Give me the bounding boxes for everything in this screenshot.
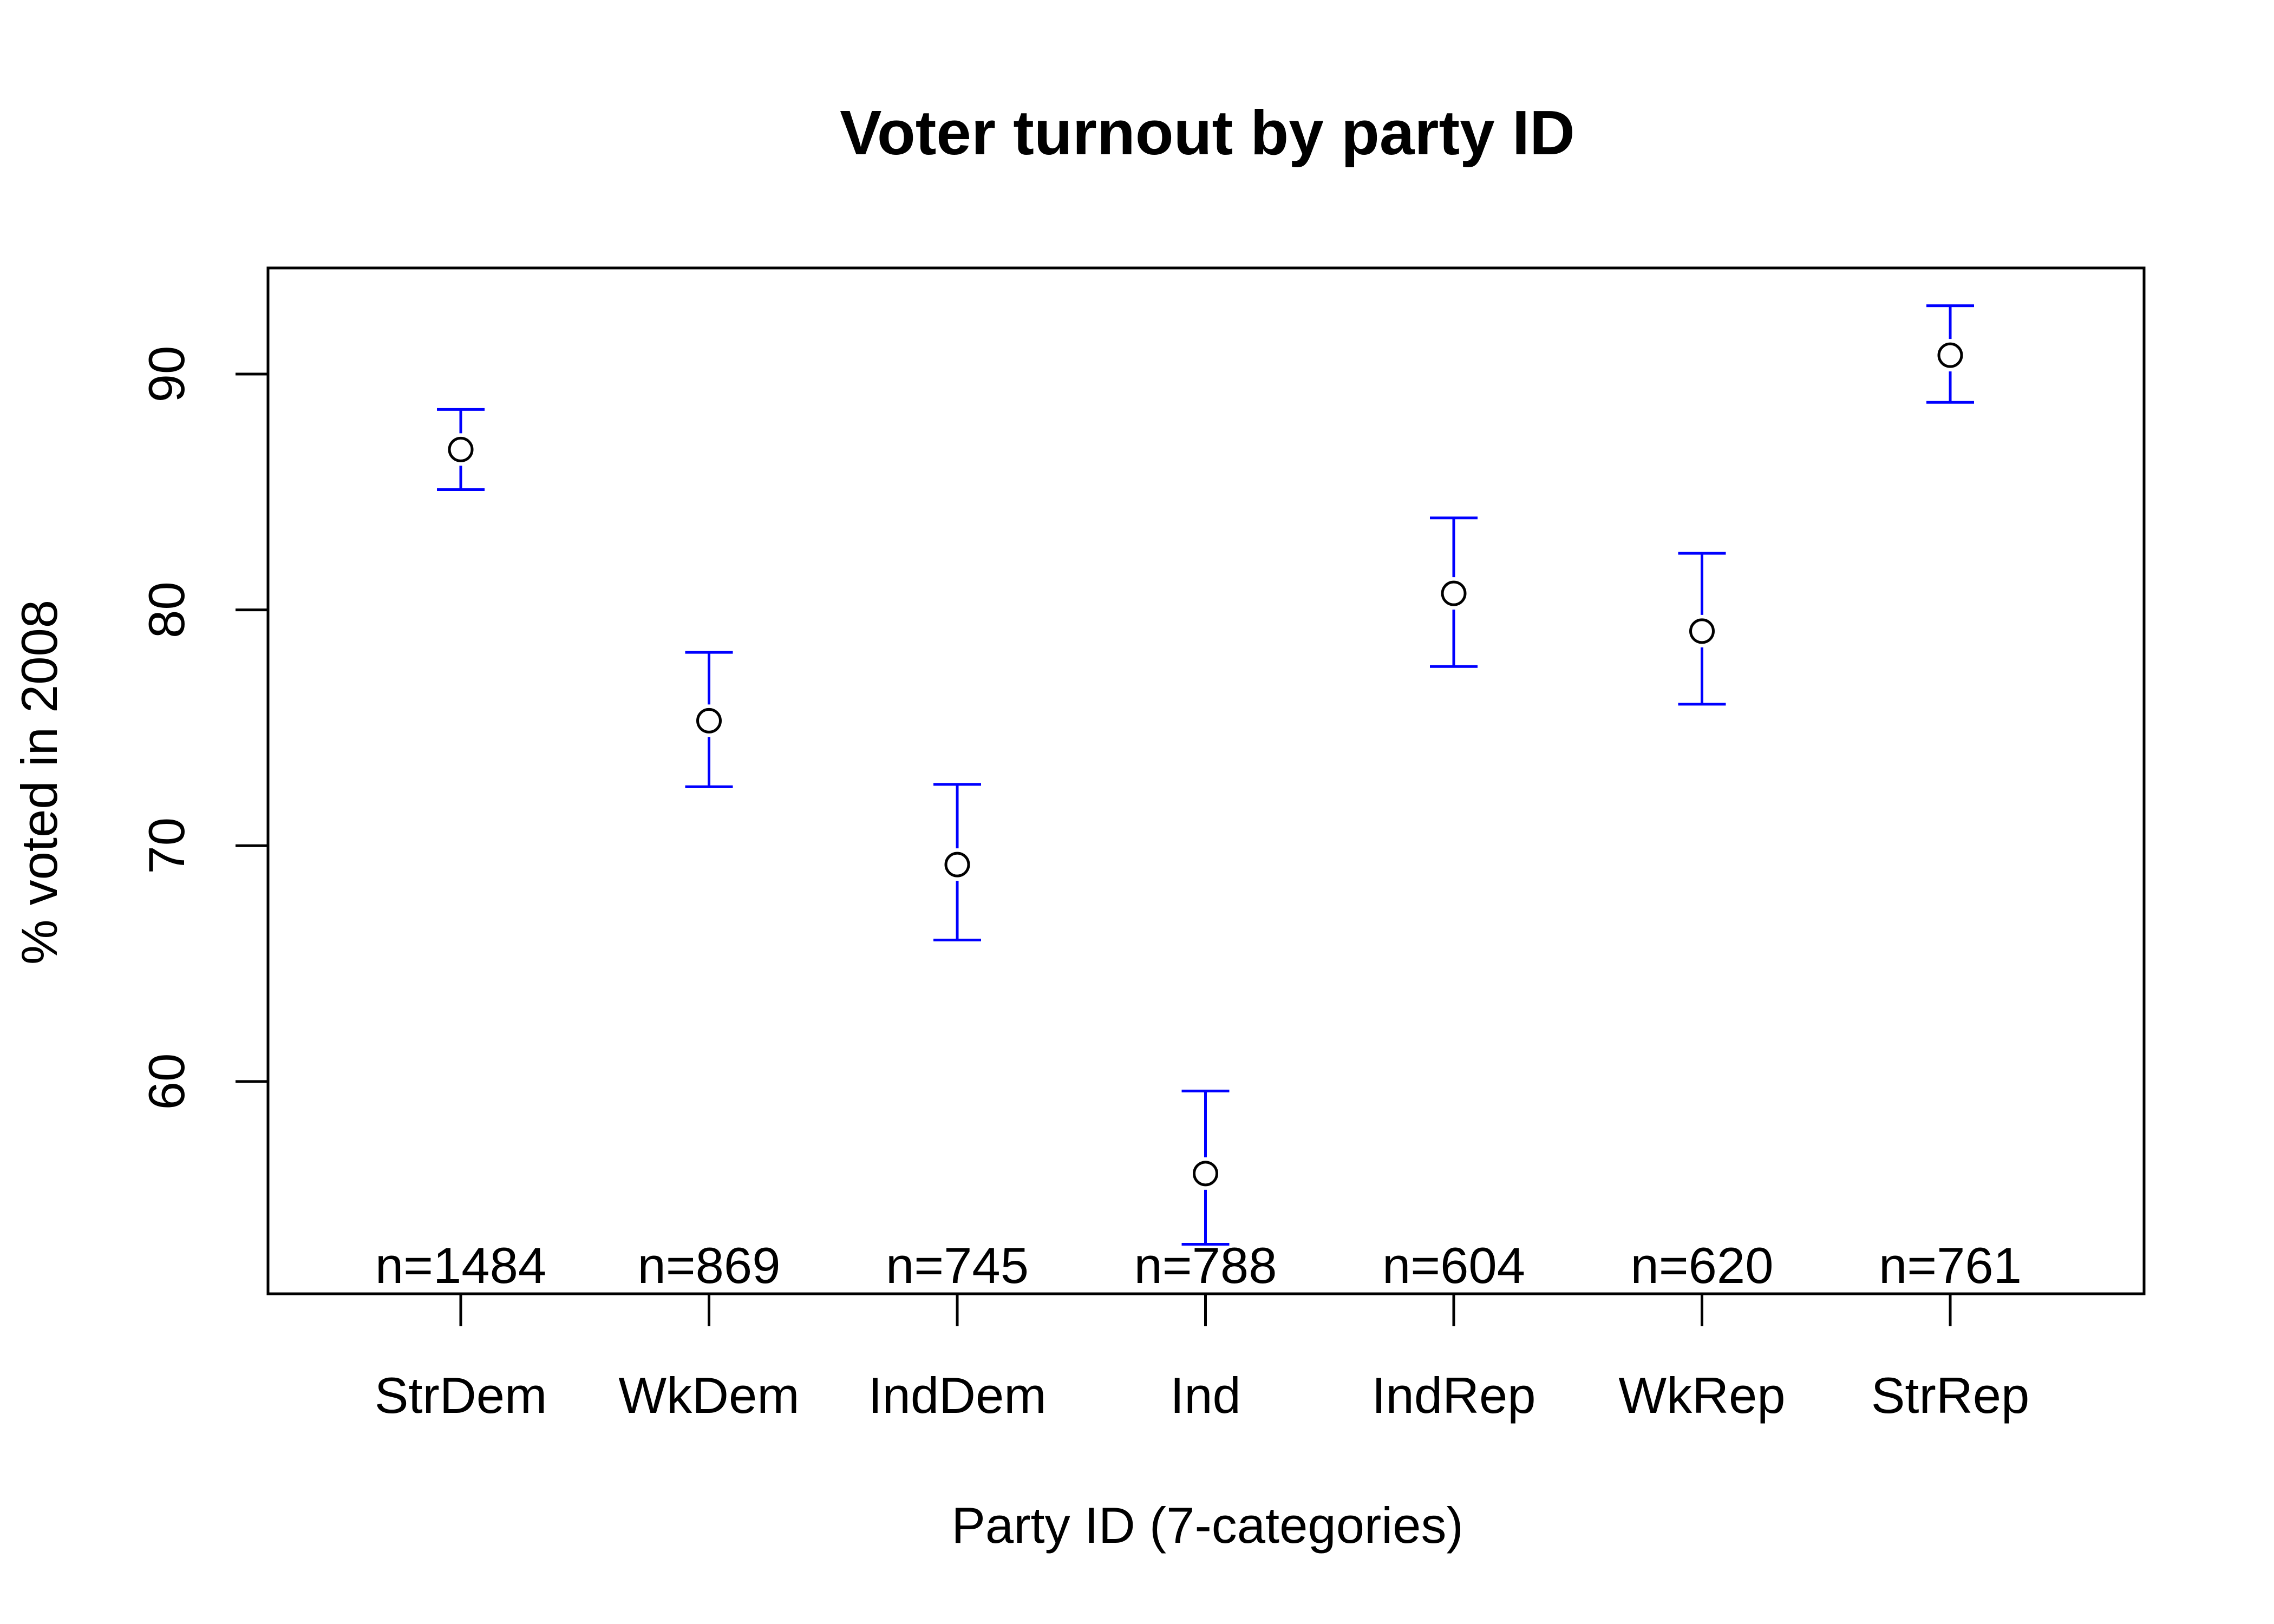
n-label: n=1484 [375, 1237, 546, 1294]
x-tick-label: WkRep [1618, 1367, 1785, 1424]
data-point [1689, 618, 1715, 644]
x-axis: StrDem WkDem IndDem Ind IndRep WkRep StrRep [375, 1292, 2030, 1424]
data-point [1441, 580, 1467, 606]
x-axis-label: Party ID (7-categories) [951, 1497, 1463, 1554]
x-tick-label: StrDem [375, 1367, 547, 1424]
x-tick-label: Ind [1170, 1367, 1241, 1424]
data-marks: n=1484 n=869 n=745 n=788 n=604 n=620 n=761 [375, 304, 2022, 1294]
x-tick-label: StrRep [1871, 1367, 2030, 1424]
y-tick-label: 60 [138, 1053, 195, 1110]
n-label: n=745 [886, 1237, 1029, 1294]
data-point [1193, 1161, 1218, 1187]
n-label: n=869 [637, 1237, 780, 1294]
data-point [1937, 342, 1963, 368]
data-point [696, 708, 722, 734]
data-point [944, 852, 970, 878]
n-label: n=788 [1134, 1237, 1277, 1294]
chart-title: Voter turnout by party ID [840, 97, 1575, 168]
n-label: n=620 [1630, 1237, 1773, 1294]
y-tick-label: 90 [138, 346, 195, 403]
data-point [448, 436, 474, 462]
x-tick-label: WkDem [618, 1367, 799, 1424]
n-label: n=761 [1879, 1237, 2022, 1294]
y-tick-label: 70 [138, 817, 195, 874]
x-tick-label: IndRep [1371, 1367, 1535, 1424]
y-tick-label: 80 [138, 581, 195, 638]
x-tick-label: IndDem [868, 1367, 1046, 1424]
y-axis: 60 70 80 90 [138, 346, 270, 1110]
y-axis-label: % voted in 2008 [11, 600, 68, 965]
n-label: n=604 [1382, 1237, 1525, 1294]
